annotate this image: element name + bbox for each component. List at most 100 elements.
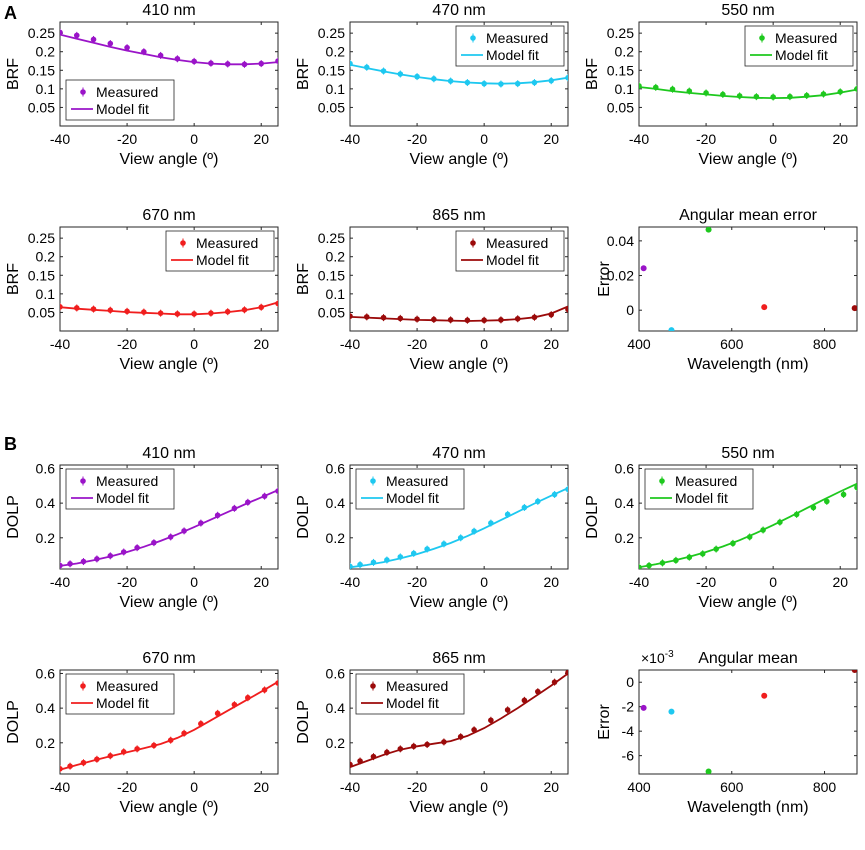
plot-area (59, 669, 279, 775)
measured-point (141, 48, 147, 55)
legend-fit-label: Model fit (386, 490, 439, 506)
measured-point (370, 559, 377, 566)
measured-point (258, 304, 265, 311)
chart-title: 550 nm (721, 2, 774, 19)
plot-content (60, 28, 278, 68)
measured-point (208, 310, 214, 316)
measured-point (531, 314, 538, 321)
measured-point (498, 317, 504, 323)
x-tick-label: -20 (696, 131, 716, 147)
x-tick-label: 800 (813, 779, 837, 795)
x-tick-label: 400 (627, 336, 651, 352)
measured-point (854, 86, 857, 92)
measured-point (810, 504, 817, 511)
measured-point (551, 679, 558, 685)
measured-point (410, 550, 417, 557)
measured-point (245, 694, 251, 701)
error-point (705, 768, 712, 774)
legend-measured-marker (370, 683, 376, 689)
legend-measured-marker (80, 478, 86, 484)
measured-point (120, 549, 127, 555)
plot-content (640, 227, 857, 331)
measured-point (730, 540, 736, 547)
y-tick-label: 0.4 (36, 700, 56, 716)
legend-measured-label: Measured (96, 678, 158, 694)
measured-point (639, 564, 642, 569)
y-tick-label: 0.2 (326, 44, 346, 60)
chart-title: 410 nm (142, 445, 195, 462)
measured-point (350, 313, 353, 319)
chart-title: 670 nm (142, 650, 195, 667)
x-tick-label: 20 (543, 779, 559, 795)
measured-point (124, 44, 130, 51)
x-tick-label: -40 (340, 574, 360, 590)
measured-point (565, 74, 568, 81)
x-tick-label: 800 (813, 336, 837, 352)
measured-point (720, 91, 726, 98)
plot-content (350, 485, 568, 569)
measured-point (531, 79, 538, 86)
legend-measured-marker (659, 478, 665, 484)
measured-point (384, 557, 390, 563)
x-tick-label: 20 (832, 574, 848, 590)
measured-point (457, 733, 464, 740)
x-tick-label: -20 (696, 574, 716, 590)
plot-area (349, 464, 569, 570)
measured-point (350, 60, 353, 67)
measured-point (447, 78, 454, 84)
measured-point (686, 88, 693, 94)
plot-content (60, 679, 278, 773)
y-tick-label: 0.25 (28, 230, 55, 246)
plot-area (349, 669, 569, 775)
legend-measured-label: Measured (486, 30, 548, 46)
measured-point (431, 76, 437, 82)
measured-point (174, 55, 181, 62)
measured-point (760, 527, 766, 533)
legend-frame (644, 468, 754, 510)
chart-title: 550 nm (721, 445, 774, 462)
measured-point (659, 560, 666, 566)
measured-point (488, 717, 494, 724)
error-point (668, 708, 675, 715)
measured-point (73, 32, 80, 39)
measured-point (548, 77, 555, 84)
x-tick-label: 20 (253, 131, 269, 147)
measured-point (94, 556, 100, 562)
x-tick-label: -20 (407, 779, 427, 795)
plot-content (60, 300, 278, 318)
y-axis-label: Error (596, 261, 613, 297)
y-tick-label: 0.15 (28, 62, 55, 78)
chart-a5: 865 nm -40 -20 0 20 0.05 0.1 0.15 0.2 0.25 View an… (295, 207, 569, 373)
measured-point (80, 558, 87, 565)
chart-a6: Angular mean error 400 600 800 0 0.02 0.04 Wave… (596, 207, 858, 373)
chart-a4: 670 nm -40 -20 0 20 0.05 0.1 0.15 0.2 0.25 View an… (5, 207, 279, 373)
exponent-base: ×10 (641, 650, 665, 666)
y-axis-label: Error (596, 704, 613, 740)
legend-measured-marker (180, 240, 186, 246)
measured-point (107, 40, 114, 47)
measured-point (241, 307, 248, 313)
measured-point (275, 58, 278, 64)
x-tick-label: 20 (253, 574, 269, 590)
measured-point (275, 300, 278, 307)
y-tick-label: 0.2 (326, 735, 346, 751)
measured-point (134, 544, 140, 551)
measured-point (167, 534, 174, 540)
panel-letter-a: A (4, 3, 17, 23)
y-tick-label: 0 (626, 674, 634, 690)
x-tick-label: 0 (480, 336, 488, 352)
y-tick-label: 0.6 (36, 460, 56, 476)
measured-point (90, 36, 97, 43)
x-tick-label: -20 (117, 131, 137, 147)
measured-point (514, 315, 521, 322)
plot-content (350, 60, 568, 88)
measured-point (646, 562, 652, 569)
error-point (851, 670, 857, 673)
measured-point (80, 759, 87, 766)
chart-a2: 470 nm -40 -20 0 20 0.05 0.1 0.15 0.2 0.25 View an… (295, 2, 569, 168)
measured-point (157, 52, 164, 59)
measured-point (770, 94, 776, 100)
